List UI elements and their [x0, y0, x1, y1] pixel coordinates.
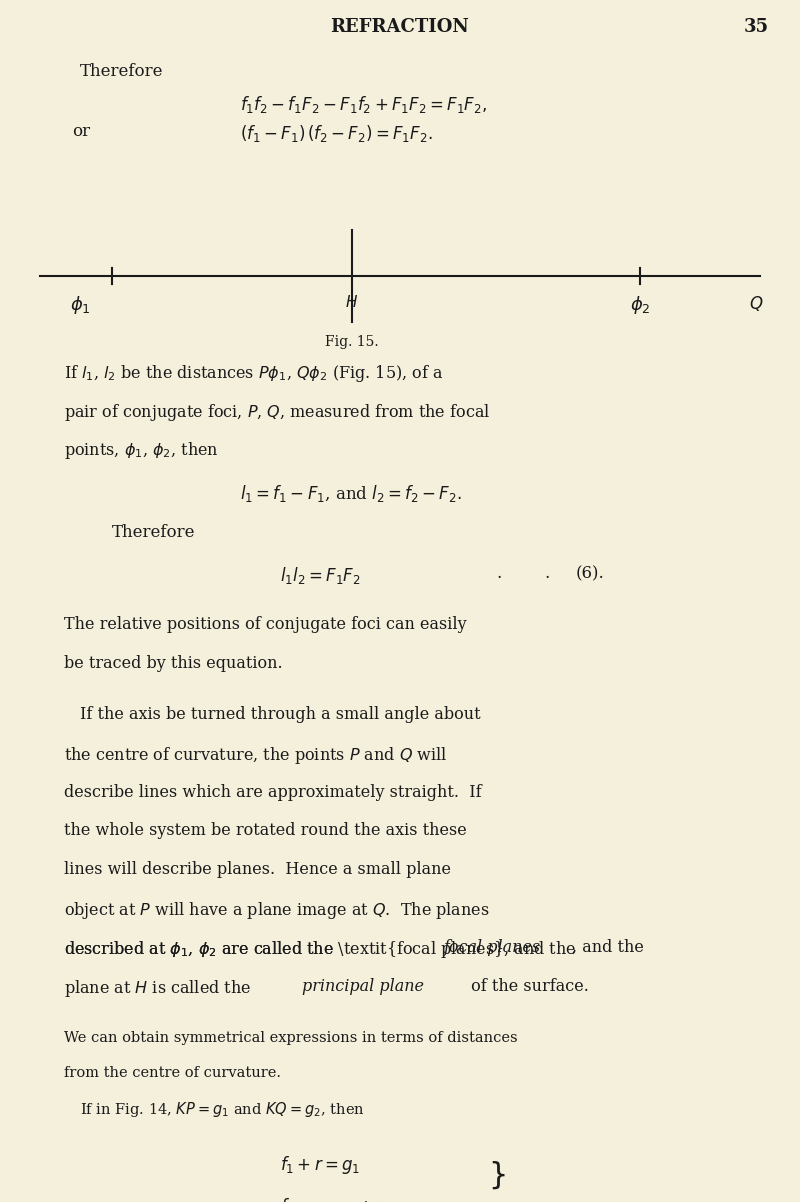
- Text: of the surface.: of the surface.: [466, 977, 590, 995]
- Text: $Q$: $Q$: [749, 294, 763, 314]
- Text: plane at $H$ is called the: plane at $H$ is called the: [64, 977, 252, 999]
- Text: , and the: , and the: [572, 939, 644, 956]
- Text: Fig. 15.: Fig. 15.: [325, 335, 379, 349]
- Text: pair of conjugate foci, $P$, $Q$, measured from the focal: pair of conjugate foci, $P$, $Q$, measur…: [64, 401, 490, 423]
- Text: object at $P$ will have a plane image at $Q$.  The planes: object at $P$ will have a plane image at…: [64, 900, 490, 921]
- Text: (6).: (6).: [576, 565, 605, 582]
- Text: $l_1 l_2 = F_1 F_2$: $l_1 l_2 = F_1 F_2$: [280, 565, 361, 587]
- Text: describe lines which are approximately straight.  If: describe lines which are approximately s…: [64, 784, 482, 801]
- Text: the whole system be rotated round the axis these: the whole system be rotated round the ax…: [64, 822, 466, 839]
- Text: $H$: $H$: [346, 294, 358, 310]
- Text: $\phi_1$: $\phi_1$: [70, 294, 90, 316]
- Text: or: or: [72, 123, 90, 139]
- Text: If $l_1$, $l_2$ be the distances $P\phi_1$, $Q\phi_2$ (Fig. 15), of a: If $l_1$, $l_2$ be the distances $P\phi_…: [64, 363, 443, 383]
- Text: If in Fig. 14, $KP = g_1$ and $KQ = g_2$, then: If in Fig. 14, $KP = g_1$ and $KQ = g_2$…: [80, 1100, 365, 1119]
- Text: $l_1 = f_1 - F_1$, and $l_2 = f_2 - F_2.$: $l_1 = f_1 - F_1$, and $l_2 = f_2 - F_2.…: [240, 483, 462, 505]
- Text: points, $\phi_1$, $\phi_2$, then: points, $\phi_1$, $\phi_2$, then: [64, 440, 219, 462]
- Text: The relative positions of conjugate foci can easily: The relative positions of conjugate foci…: [64, 617, 466, 633]
- Text: described at $\phi_1$, $\phi_2$ are called the \textit{focal planes}, and the: described at $\phi_1$, $\phi_2$ are call…: [64, 939, 576, 960]
- Text: Therefore: Therefore: [80, 64, 163, 81]
- Text: $\phi_2$: $\phi_2$: [630, 294, 650, 316]
- Text: 35: 35: [744, 18, 769, 36]
- Text: We can obtain symmetrical expressions in terms of distances: We can obtain symmetrical expressions in…: [64, 1031, 518, 1045]
- Text: $(f_1 - F_1)\,(f_2 - F_2) = F_1F_2.$: $(f_1 - F_1)\,(f_2 - F_2) = F_1F_2.$: [240, 123, 433, 143]
- Text: from the centre of curvature.: from the centre of curvature.: [64, 1066, 281, 1079]
- Text: the centre of curvature, the points $P$ and $Q$ will: the centre of curvature, the points $P$ …: [64, 745, 447, 766]
- Text: .: .: [544, 565, 550, 582]
- Text: $\}$: $\}$: [488, 1159, 506, 1191]
- Text: REFRACTION: REFRACTION: [330, 18, 470, 36]
- Text: $f_2 \;\;\;\;\; = g_2 + r$: $f_2 \;\;\;\;\; = g_2 + r$: [280, 1196, 386, 1202]
- Text: principal plane: principal plane: [302, 977, 424, 995]
- Text: be traced by this equation.: be traced by this equation.: [64, 655, 282, 672]
- Text: $f_1 + r = g_1$: $f_1 + r = g_1$: [280, 1154, 360, 1176]
- Text: focal planes: focal planes: [444, 939, 541, 956]
- Text: $f_1f_2 - f_1F_2 - F_1f_2 + F_1F_2 = F_1F_2,$: $f_1f_2 - f_1F_2 - F_1f_2 + F_1F_2 = F_1…: [240, 94, 487, 115]
- Text: If the axis be turned through a small angle about: If the axis be turned through a small an…: [80, 706, 481, 724]
- Text: described at $\phi_1$, $\phi_2$ are called the: described at $\phi_1$, $\phi_2$ are call…: [64, 939, 334, 959]
- Text: .: .: [496, 565, 502, 582]
- Text: Therefore: Therefore: [112, 524, 195, 541]
- Text: lines will describe planes.  Hence a small plane: lines will describe planes. Hence a smal…: [64, 862, 451, 879]
